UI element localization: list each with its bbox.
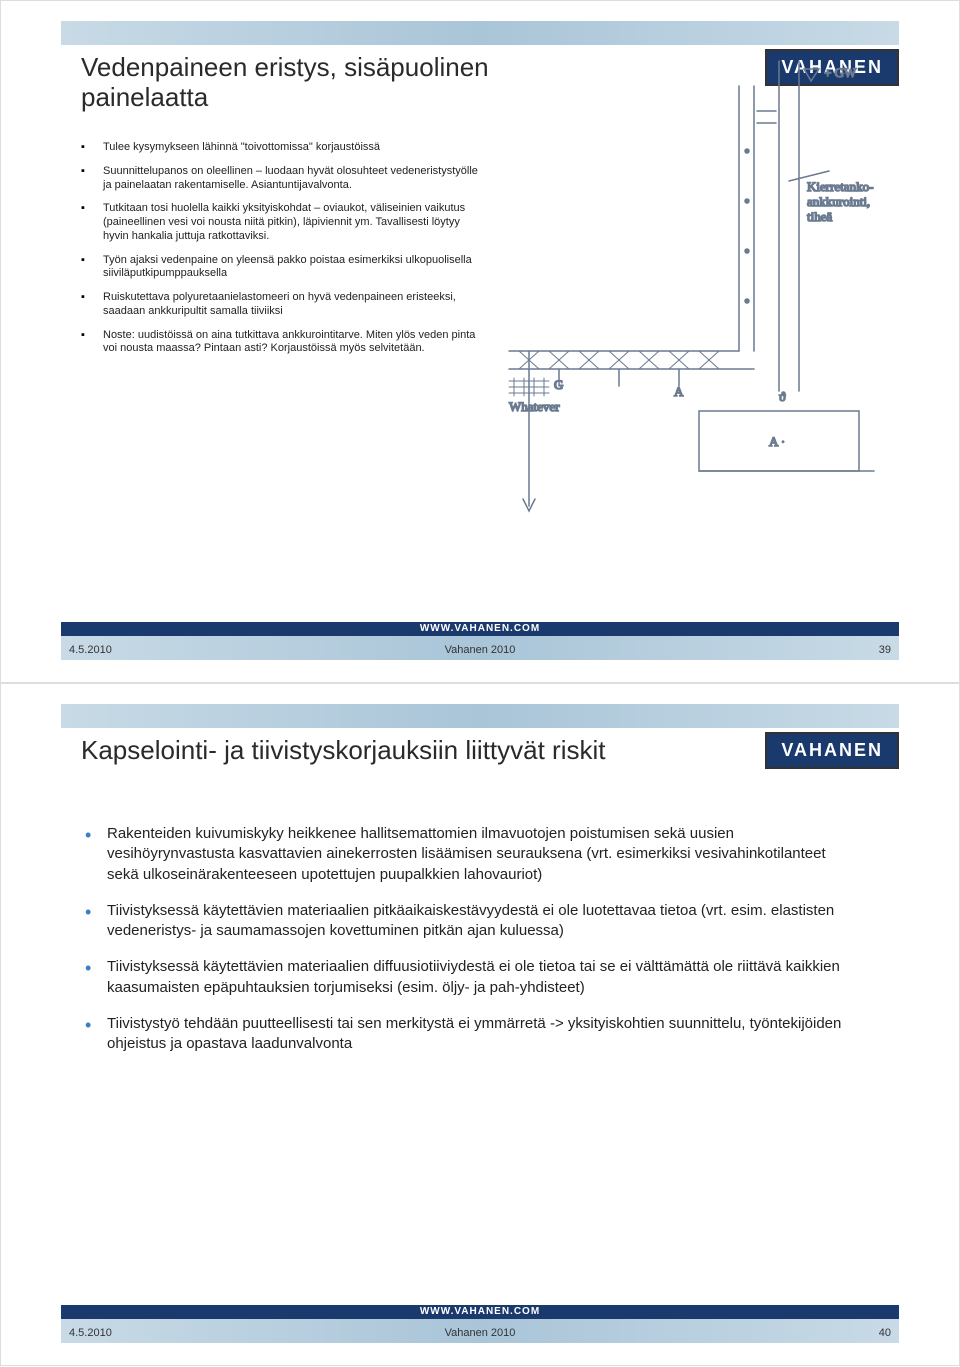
slide-39: VAHANEN Vedenpaineen eristys, sisäpuolin… (0, 0, 960, 683)
header-gradient (61, 704, 899, 728)
bullet-item: Noste: uudistöissä on aina tutkittava an… (81, 329, 481, 357)
svg-text:A ·: A · (769, 434, 785, 449)
bullet-item: Tulee kysymykseen lähinnä "toivottomissa… (81, 141, 481, 155)
svg-text:ϑ: ϑ (779, 389, 786, 404)
slide-40: VAHANEN Kapselointi- ja tiivistyskorjauk… (0, 683, 960, 1366)
slide-title: Vedenpaineen eristys, sisäpuolinen paine… (81, 53, 531, 113)
page-number: 40 (879, 1327, 891, 1339)
bullet-item: Tutkitaan tosi huolella kaikki yksityisk… (81, 202, 481, 243)
foundation-diagram: + GW Kierretanko- ankkurointi, tiheä (479, 51, 899, 521)
vahanen-logo: VAHANEN (765, 732, 899, 769)
footer-url-bar: WWW.VAHANEN.COM (61, 622, 899, 636)
bullet-item: Tiivistyksessä käytettävien materiaalien… (81, 957, 861, 998)
footer-source: Vahanen 2010 (1, 1327, 959, 1339)
bullet-list: Rakenteiden kuivumiskyky heikkenee halli… (81, 824, 861, 1054)
bullet-item: Tiivistystyö tehdään puutteellisesti tai… (81, 1014, 861, 1055)
content-area: Rakenteiden kuivumiskyky heikkenee halli… (81, 824, 899, 1295)
bullet-list: Tulee kysymykseen lähinnä "toivottomissa… (81, 141, 481, 356)
header-gradient (61, 21, 899, 45)
footer-source: Vahanen 2010 (1, 644, 959, 656)
bullet-item: Tiivistyksessä käytettävien materiaalien… (81, 901, 861, 942)
slide-title: Kapselointi- ja tiivistyskorjauksiin lii… (81, 736, 605, 766)
svg-text:A: A (674, 384, 684, 399)
bullet-item: Suunnittelupanos on oleellinen – luodaan… (81, 165, 481, 193)
svg-text:G: G (554, 377, 563, 392)
anchor-label: Kierretanko- ankkurointi, tiheä (807, 179, 877, 224)
bullet-item: Työn ajaksi vedenpaine on yleensä pakko … (81, 254, 481, 282)
svg-text:Whatever: Whatever (509, 399, 560, 414)
bullet-item: Rakenteiden kuivumiskyky heikkenee halli… (81, 824, 861, 885)
footer-url-bar: WWW.VAHANEN.COM (61, 1305, 899, 1319)
page-number: 39 (879, 644, 891, 656)
bullet-item: Ruiskutettava polyuretaanielastomeeri on… (81, 291, 481, 319)
gw-label: + GW (824, 65, 857, 80)
